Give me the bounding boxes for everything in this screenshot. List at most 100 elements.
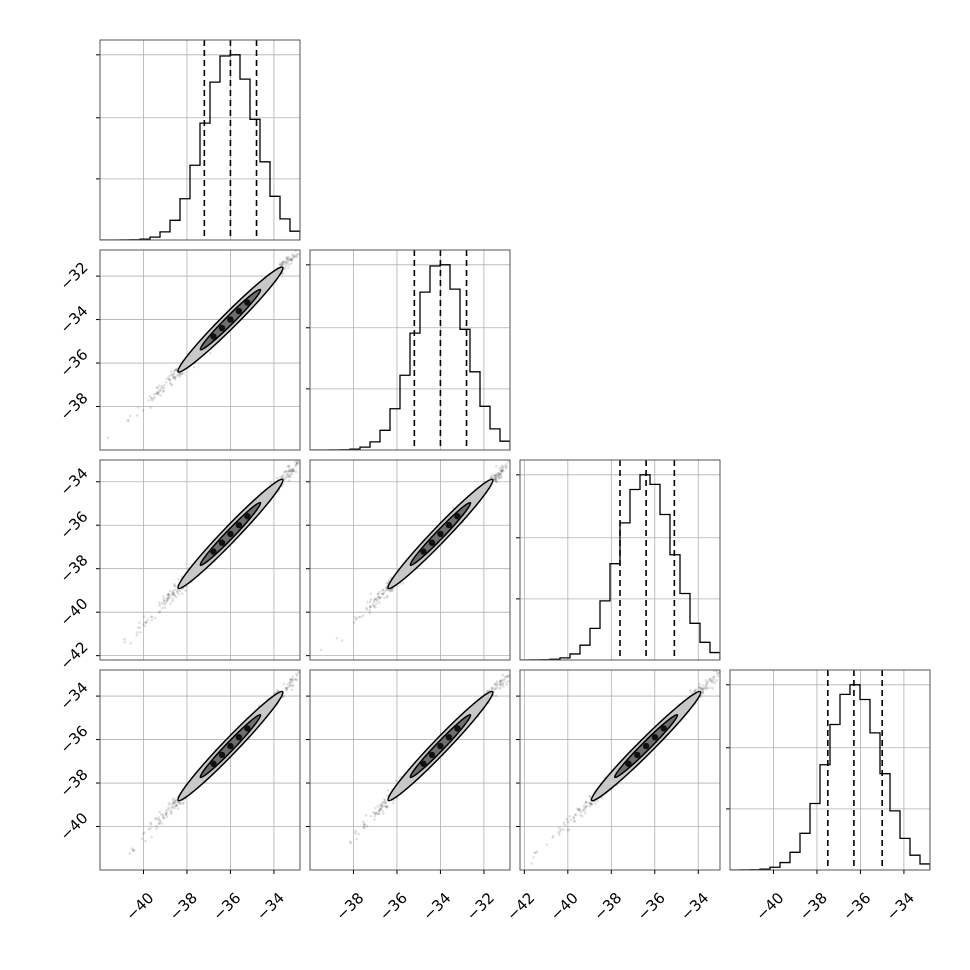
scatter-point (374, 606, 377, 609)
scatter-point (381, 592, 384, 596)
scatter-point (495, 685, 498, 689)
scatter-point (288, 681, 292, 684)
scatter-point (494, 687, 498, 691)
scatter-point (284, 261, 288, 265)
scatter-point (534, 851, 537, 855)
contour-peak (428, 539, 436, 546)
scatter-point (192, 365, 196, 369)
scatter-point (179, 801, 183, 805)
histogram-panel-0 (96, 39, 301, 241)
scatter-point (720, 668, 723, 671)
scatter-point (290, 470, 293, 474)
scatter-point (499, 683, 503, 687)
contour-peak (244, 513, 251, 520)
scatter-point (298, 667, 301, 670)
scatter-point (699, 687, 703, 690)
scatter-point (535, 436, 538, 439)
contour-peak (218, 539, 226, 546)
scatter-point (165, 810, 168, 814)
scatter-point (157, 816, 160, 819)
scatter-point (369, 592, 372, 595)
scatter-point (381, 588, 385, 592)
scatter-point (320, 648, 323, 652)
scatter-point (499, 468, 502, 471)
scatter-point (392, 801, 395, 805)
scatter-point (707, 679, 710, 683)
scatter-point (385, 594, 389, 598)
scatter-point (282, 473, 285, 477)
scatter-point (276, 689, 279, 692)
scatter-point (497, 476, 501, 480)
scatter-point (309, 660, 312, 663)
scatter-point (368, 611, 372, 615)
scatter-point (175, 804, 178, 807)
scatter-point (172, 582, 176, 586)
scatter-point (380, 805, 384, 809)
scatter-point (374, 812, 377, 815)
scatter-point (172, 375, 175, 379)
contour-peak (437, 530, 444, 538)
scatter-point (128, 414, 132, 418)
panel-frame (519, 459, 721, 661)
scatter-point (127, 418, 130, 422)
scatter-point (375, 812, 378, 815)
scatter-point (138, 626, 142, 629)
scatter-point (174, 798, 178, 802)
scatter-point (504, 466, 508, 470)
scatter-point (303, 242, 306, 245)
scatter-point (168, 378, 172, 382)
scatter-point (514, 673, 517, 676)
scatter-point (493, 477, 496, 481)
panel-frame (99, 669, 301, 871)
scatter-point (166, 597, 170, 601)
y-tick-label: −34 (56, 679, 91, 714)
scatter-point (123, 640, 127, 644)
scatter-point (168, 381, 172, 385)
scatter-point (154, 817, 158, 820)
scatter-point (501, 466, 504, 470)
scatter-point (281, 262, 285, 266)
scatter-point (287, 263, 291, 266)
scatter-point (505, 675, 509, 679)
scatter-point (97, 669, 100, 672)
scatter-point (562, 828, 566, 831)
scatter-point (493, 683, 497, 686)
scatter-point (289, 677, 292, 681)
scatter-point (577, 809, 581, 812)
scatter-point (717, 671, 720, 675)
scatter-point (147, 827, 151, 831)
scatter-point (284, 260, 288, 263)
scatter-point (501, 683, 504, 686)
scatter-point (501, 470, 505, 473)
scatter-point (701, 692, 705, 695)
scatter-point (505, 675, 509, 678)
scatter-point (158, 384, 161, 387)
scatter-point (141, 409, 145, 412)
scatter-point (292, 469, 296, 473)
scatter-point (374, 597, 377, 601)
scatter-point (149, 615, 153, 618)
scatter-point (299, 456, 302, 459)
scatter-point (494, 478, 497, 481)
scatter-point (359, 615, 362, 619)
histogram-step-line (100, 54, 300, 240)
scatter-point (149, 822, 153, 826)
scatter-point (705, 681, 709, 685)
scatter-point (169, 811, 173, 814)
panel-content (520, 668, 723, 870)
scatter-point (392, 799, 396, 802)
scatter-point (283, 267, 286, 271)
scatter-point (150, 835, 153, 839)
scatter-point (494, 478, 498, 482)
scatter-point (587, 801, 591, 805)
scatter-point (514, 668, 517, 671)
scatter-point (507, 675, 510, 678)
scatter-point (173, 376, 177, 380)
scatter-point (362, 826, 365, 829)
y-tick-label: −36 (56, 722, 91, 757)
scatter-point (167, 592, 170, 596)
scatter-point (312, 234, 315, 237)
scatter-point (164, 808, 168, 812)
scatter-point (176, 590, 179, 593)
scatter-point (162, 599, 166, 603)
